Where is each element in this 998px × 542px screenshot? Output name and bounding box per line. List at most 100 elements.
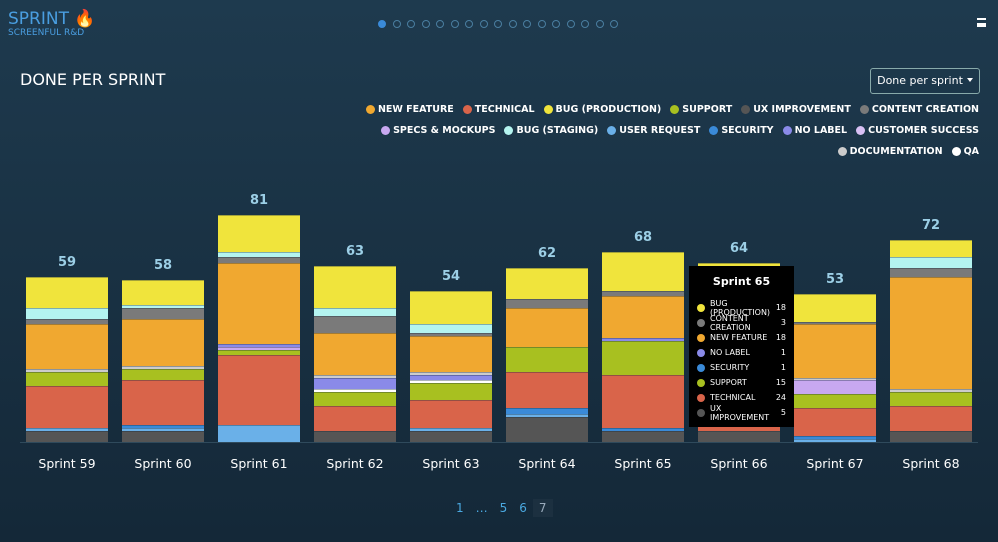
bar-segment	[602, 296, 684, 339]
tooltip-swatch	[697, 378, 705, 387]
logo[interactable]: SPRINT 🔥	[8, 9, 96, 29]
bar-segment	[122, 428, 204, 431]
bar-segment	[794, 408, 876, 437]
bar-segment	[890, 388, 972, 392]
tooltip-label: TECHNICAL	[710, 393, 756, 402]
carousel-dot[interactable]	[450, 20, 459, 28]
menu-button[interactable]	[977, 18, 986, 27]
legend-item: BUG (STAGING)	[504, 125, 598, 136]
bar-segment	[122, 318, 204, 367]
page-link[interactable]: 5	[499, 501, 508, 515]
tooltip-value: 15	[775, 378, 786, 387]
carousel-dot[interactable]	[378, 20, 386, 28]
carousel-dot[interactable]	[610, 20, 618, 28]
legend-label: NO LABEL	[794, 125, 848, 136]
legend-item: NO LABEL	[782, 125, 848, 136]
tooltip-swatch	[697, 363, 705, 372]
bar-segment	[26, 324, 108, 370]
bar-segment	[794, 439, 876, 442]
bar-segment	[890, 257, 972, 269]
page-link[interactable]: …	[475, 501, 488, 515]
carousel-dot[interactable]	[537, 20, 546, 28]
page-link[interactable]: 1	[456, 501, 464, 515]
bar-segment	[26, 369, 108, 372]
app-title: SPRINT	[8, 9, 69, 29]
bar-segment	[26, 430, 108, 442]
tooltip-row: CONTENT CREATION 3	[689, 314, 794, 332]
legend-label: SECURITY	[721, 125, 774, 136]
bar-segment	[506, 416, 588, 442]
view-dropdown[interactable]: Done per sprint	[870, 68, 980, 94]
bar-segment	[410, 290, 492, 325]
bar-total-label: 58	[153, 257, 173, 273]
bar-segment	[602, 430, 684, 442]
carousel-dot[interactable]	[421, 20, 430, 28]
carousel-dot[interactable]	[523, 20, 531, 28]
legend-swatch	[782, 126, 792, 135]
legend-swatch	[670, 105, 680, 114]
bar-segment	[890, 391, 972, 406]
tooltip-label: SECURITY	[710, 363, 750, 372]
carousel-dot[interactable]	[494, 20, 502, 28]
page-link[interactable]: 7	[532, 499, 553, 517]
bar-segment	[410, 332, 492, 336]
carousel-dot[interactable]	[465, 20, 473, 28]
legend-item: UX IMPROVEMENT	[741, 104, 851, 115]
page-link[interactable]: 6	[519, 501, 527, 515]
bar-segment	[218, 346, 300, 350]
bar-segment	[122, 430, 204, 442]
bar-segment	[506, 307, 588, 347]
carousel-dot[interactable]	[392, 20, 401, 28]
bar-segment	[602, 290, 684, 297]
legend-label: SPECS & MOCKUPS	[393, 125, 496, 136]
dropdown-label: Done per sprint	[877, 74, 963, 87]
carousel-dot[interactable]	[552, 20, 560, 28]
tooltip-row: SUPPORT 15	[689, 375, 794, 390]
legend-swatch	[741, 105, 751, 114]
tooltip-row: NO LABEL 1	[689, 345, 794, 360]
bar-total-label: 59	[57, 254, 77, 270]
subtitle: SCREENFUL R&D	[8, 28, 85, 38]
bar-segment	[314, 391, 396, 406]
x-tick-label: Sprint 66	[710, 456, 768, 471]
carousel-dot[interactable]	[508, 20, 517, 28]
tooltip-value: 1	[780, 363, 786, 372]
bar-segment	[314, 388, 396, 392]
bar-segment	[122, 369, 204, 381]
legend-swatch	[607, 126, 617, 135]
carousel-dot[interactable]	[436, 20, 444, 28]
x-tick-label: Sprint 60	[134, 456, 192, 471]
legend-item: USER REQUEST	[607, 125, 700, 136]
x-tick-label: Sprint 67	[806, 456, 864, 471]
bar-total-label: 63	[345, 243, 365, 259]
bar-total-label: 68	[633, 229, 653, 245]
bar-segment	[506, 414, 588, 417]
bar-segment	[890, 405, 972, 431]
tooltip-label: NO LABEL	[710, 348, 750, 357]
bar-segment	[410, 324, 492, 333]
tooltip-swatch	[697, 318, 705, 327]
bar-segment	[410, 400, 492, 428]
legend-label: BUG (STAGING)	[516, 125, 599, 136]
bar-segment	[410, 335, 492, 372]
bar-segment	[26, 386, 108, 428]
bar-segment	[506, 346, 588, 372]
bar-segment	[122, 380, 204, 426]
carousel-dot[interactable]	[407, 20, 415, 28]
legend-label: NEW FEATURE	[377, 104, 454, 115]
carousel-dot[interactable]	[566, 20, 575, 28]
bar-segment	[26, 318, 108, 325]
bar-segment	[602, 251, 684, 291]
legend-swatch	[951, 147, 961, 156]
legend-item: SPECS & MOCKUPS	[381, 125, 495, 136]
carousel-dot[interactable]	[595, 20, 604, 28]
bar-segment	[26, 372, 108, 386]
carousel-dot[interactable]	[581, 20, 589, 28]
bar-segment	[890, 268, 972, 277]
bar-segment	[410, 383, 492, 400]
legend-item: NEW FEATURE	[365, 104, 454, 115]
x-tick-label: Sprint 61	[230, 456, 288, 471]
tooltip-row: TECHNICAL 24	[689, 390, 794, 405]
bar-segment	[410, 372, 492, 375]
carousel-dot[interactable]	[479, 20, 488, 28]
